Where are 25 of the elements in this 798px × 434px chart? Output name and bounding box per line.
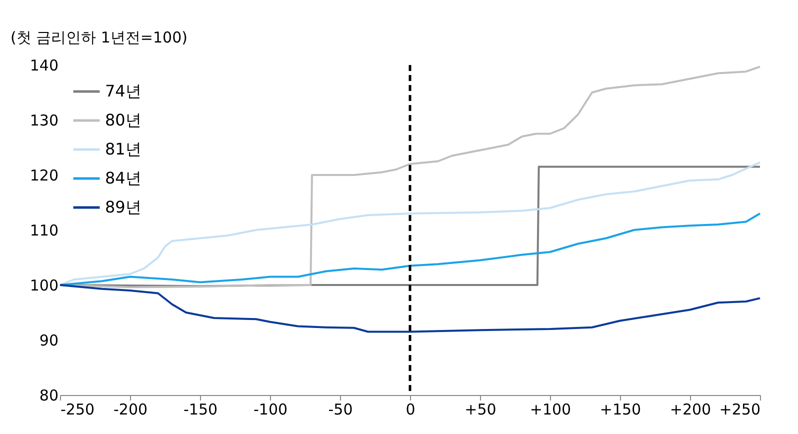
x-tick-label: -250 — [60, 400, 95, 418]
legend-label: 81년 — [105, 140, 142, 158]
legend-label: 84년 — [105, 168, 142, 188]
x-tick-label: -50 — [328, 400, 353, 418]
line-series — [59, 284, 761, 333]
x-tick-label: +100 — [530, 400, 572, 418]
y-tick-label: 100 — [30, 276, 58, 294]
y-tick-label: 110 — [30, 222, 58, 240]
y-tick-label: 140 — [30, 56, 58, 74]
y-tick-label: 80 — [39, 386, 58, 404]
x-tick-label: -200 — [113, 400, 148, 418]
x-tick-label: +200 — [670, 400, 712, 418]
x-tick-label: +250 — [719, 400, 760, 418]
y-tick-label: 90 — [39, 332, 58, 350]
x-tick-label: -150 — [183, 400, 218, 418]
legend-label: 80년 — [105, 110, 142, 130]
x-tick-label: +150 — [600, 400, 642, 418]
y-axis-title: (첫 금리인하 1년전=100) — [10, 28, 188, 46]
y-tick-label: 120 — [30, 166, 58, 184]
y-tick-label: 130 — [30, 112, 58, 130]
x-tick-label: +50 — [464, 400, 496, 418]
legend-label: 74년 — [105, 82, 142, 100]
x-tick-label: -100 — [253, 400, 288, 418]
legend-label: 89년 — [105, 198, 142, 216]
x-tick-label: 0 — [406, 400, 416, 418]
